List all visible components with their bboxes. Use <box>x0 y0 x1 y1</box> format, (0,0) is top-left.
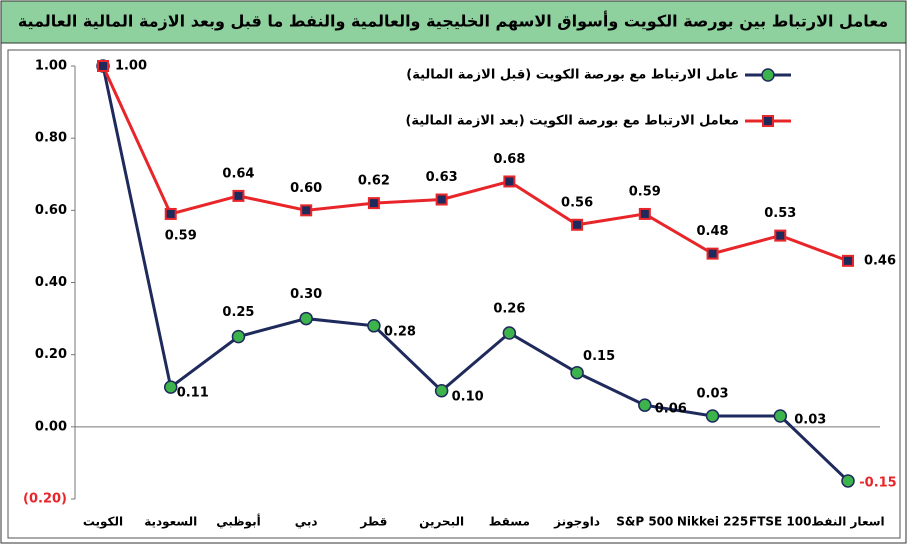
legend-marker <box>762 115 774 127</box>
data-label: 0.64 <box>222 166 254 181</box>
marker <box>163 380 178 394</box>
data-label: 0.11 <box>177 386 209 401</box>
marker <box>503 175 516 188</box>
marker <box>434 384 449 398</box>
marker <box>435 193 448 206</box>
data-label: 0.03 <box>794 413 826 428</box>
x-tick-label: مسقط <box>489 515 530 529</box>
data-label: 0.46 <box>864 253 896 268</box>
x-tick-label: دبي <box>295 515 318 529</box>
data-label: 0.06 <box>655 402 687 417</box>
data-label: 0.60 <box>290 181 322 196</box>
data-label: 0.25 <box>222 305 254 320</box>
x-tick-label: السعودية <box>144 515 197 530</box>
x-tick-label: البحرين <box>419 515 464 529</box>
marker <box>571 218 584 231</box>
marker <box>638 398 652 412</box>
x-tick-label: FTSE 100 <box>749 515 811 529</box>
x-tick-label: الكويت <box>83 515 123 530</box>
data-label: 0.30 <box>290 287 322 302</box>
marker <box>502 326 517 340</box>
marker <box>842 254 854 267</box>
chart-title: معامل الارتباط بين بورصة الكويت وأسواق ا… <box>18 11 888 31</box>
x-tick-label: داوجونز <box>553 515 600 530</box>
x-tick-label: S&P 500 <box>616 515 673 529</box>
legend-label: عامل الارتباط مع بورصة الكويت (قبل الازم… <box>406 68 739 83</box>
marker <box>164 207 177 220</box>
marker <box>300 204 313 217</box>
data-label: 0.59 <box>165 228 197 243</box>
marker <box>367 319 381 333</box>
x-tick-label: أبوظبي <box>216 514 260 530</box>
y-tick-label: 1.00 <box>35 59 67 74</box>
data-label: 0.68 <box>493 152 525 167</box>
y-tick-label: (0.20) <box>23 492 67 507</box>
series-line <box>101 65 849 263</box>
marker <box>773 409 788 423</box>
data-label: 1.00 <box>115 59 147 74</box>
marker <box>841 474 855 488</box>
x-tick-label: اسعار النفط <box>811 515 884 529</box>
data-label: 0.10 <box>452 389 484 404</box>
data-label: 0.28 <box>384 324 416 339</box>
legend-marker <box>761 68 775 82</box>
title-bar <box>0 0 907 44</box>
data-label: 0.53 <box>764 206 796 221</box>
data-label: 0.56 <box>561 195 593 210</box>
y-tick-label: 0.80 <box>35 131 67 146</box>
data-label: 0.63 <box>426 170 458 185</box>
plot-frame <box>7 49 901 539</box>
marker <box>570 365 584 380</box>
marker <box>97 60 109 72</box>
x-tick-label: Nikkei 225 <box>677 515 748 529</box>
data-label: 0.15 <box>583 349 615 364</box>
data-label: 0.48 <box>697 224 729 239</box>
data-label: 0.59 <box>629 184 661 199</box>
marker <box>232 189 245 202</box>
marker <box>705 409 720 423</box>
marker <box>638 207 651 220</box>
marker <box>299 311 313 326</box>
data-label: 0.62 <box>358 174 390 189</box>
marker <box>774 229 787 242</box>
marker <box>231 329 246 344</box>
marker <box>706 247 719 260</box>
y-tick-label: 0.20 <box>35 347 67 362</box>
data-label: -0.15 <box>859 475 896 490</box>
y-tick-label: 0.60 <box>35 203 67 218</box>
legend-label: معامل الارتباط مع بورصة الكويت (بعد الاز… <box>405 114 739 129</box>
data-label: 0.03 <box>697 387 729 402</box>
x-tick-label: قطر <box>359 515 387 529</box>
marker <box>367 197 380 210</box>
data-label: 0.26 <box>493 302 525 317</box>
y-tick-label: 0.40 <box>35 275 67 290</box>
y-tick-label: 0.00 <box>35 419 67 434</box>
series-line <box>101 65 850 483</box>
